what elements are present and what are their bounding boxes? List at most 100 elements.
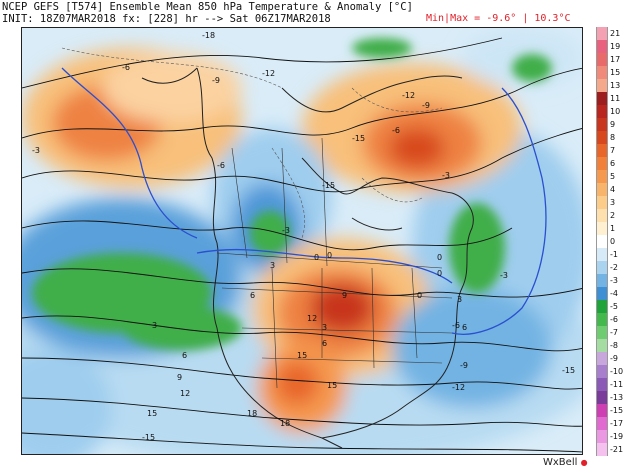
temperature-anomaly-map: -18 -6 -9 -12 -15 -6 -3 0 3 6 9 12 15 18… [21, 27, 583, 455]
colorbar-entry: 8 [596, 131, 630, 144]
colorbar-label: -15 [610, 406, 624, 415]
colorbar-legend: 21 19 17 15 13 11 10 9 8 7 6 5 4 3 2 1 0 -1 -2 -3 -4 -5 -6 -7 -8… [596, 27, 630, 467]
colorbar-label: -6 [610, 315, 618, 324]
colorbar-swatch [596, 183, 608, 196]
wxbell-logo: WxBell ● [543, 457, 588, 468]
logo-dot-icon: ● [580, 458, 588, 467]
colorbar-label: 8 [610, 133, 616, 142]
colorbar-entry: 10 [596, 105, 630, 118]
colorbar-entry: 2 [596, 209, 630, 222]
contour-label: 12 [180, 389, 190, 398]
colorbar-label: 7 [610, 146, 616, 155]
freezing-lines [61, 67, 547, 335]
colorbar-entry: -15 [596, 404, 630, 417]
colorbar-label: 6 [610, 159, 616, 168]
colorbar-label: -17 [610, 419, 624, 428]
colorbar-entry: -13 [596, 391, 630, 404]
contour-label: 6 [462, 323, 467, 332]
colorbar-swatch [596, 365, 608, 378]
colorbar-swatch [596, 92, 608, 105]
colorbar-label: 21 [610, 29, 621, 38]
colorbar-entry: 5 [596, 170, 630, 183]
header: NCEP GEFS [T574] Ensemble Mean 850 hPa T… [0, 0, 630, 26]
colorbar-swatch [596, 378, 608, 391]
colorbar-entry: -8 [596, 339, 630, 352]
colorbar-entry: -7 [596, 326, 630, 339]
colorbar-entry: -11 [596, 378, 630, 391]
contour-label: 3 [152, 321, 157, 330]
colorbar-label: 19 [610, 42, 621, 51]
contour-label: 12 [307, 314, 317, 323]
init-info: INIT: 18Z07MAR2018 fx: [228] hr --> Sat … [2, 13, 331, 25]
colorbar-entry: 19 [596, 40, 630, 53]
colorbar-label: 1 [610, 224, 616, 233]
contour-label: 0 [437, 253, 442, 262]
colorbar-swatch [596, 274, 608, 287]
contour-label: 15 [147, 409, 157, 418]
contour-label: 18 [280, 419, 290, 428]
colorbar-entry: -1 [596, 248, 630, 261]
contour-label: 18 [247, 409, 257, 418]
colorbar-label: 3 [610, 198, 616, 207]
colorbar-entry: 15 [596, 66, 630, 79]
colorbar-entry: 21 [596, 27, 630, 40]
colorbar-swatch [596, 105, 608, 118]
colorbar-entry: 11 [596, 92, 630, 105]
colorbar-swatch [596, 391, 608, 404]
colorbar-label: -4 [610, 289, 618, 298]
colorbar-entry: -2 [596, 261, 630, 274]
colorbar-label: -2 [610, 263, 618, 272]
colorbar-entry: -21 [596, 443, 630, 456]
contour-label: -15 [322, 181, 335, 190]
colorbar-swatch [596, 300, 608, 313]
contour-label: -6 [392, 126, 400, 135]
contour-label: -3 [442, 171, 450, 180]
colorbar-swatch [596, 157, 608, 170]
contour-label: -3 [32, 146, 40, 155]
colorbar-entry: -9 [596, 352, 630, 365]
map-svg: -18 -6 -9 -12 -15 -6 -3 0 3 6 9 12 15 18… [22, 28, 582, 454]
colorbar-swatch [596, 443, 608, 456]
green-cold-anomalies [32, 38, 552, 350]
contour-label: -15 [562, 366, 575, 375]
colorbar-label: 5 [610, 172, 616, 181]
colorbar-label: 2 [610, 211, 616, 220]
colorbar-label: -9 [610, 354, 618, 363]
colorbar-entry: -19 [596, 430, 630, 443]
contour-label: -6 [217, 161, 225, 170]
colorbar-entry: 0 [596, 235, 630, 248]
colorbar-label: -21 [610, 445, 624, 454]
colorbar-entry: 1 [596, 222, 630, 235]
contour-label: -9 [422, 101, 430, 110]
colorbar-label: 10 [610, 107, 621, 116]
contour-label: 0 [327, 251, 332, 260]
colorbar-swatch [596, 66, 608, 79]
colorbar-entry: -10 [596, 365, 630, 378]
contour-label: -15 [142, 433, 155, 442]
colorbar-swatch [596, 430, 608, 443]
contour-label: -6 [452, 321, 460, 330]
colorbar-swatch [596, 53, 608, 66]
colorbar-label: 9 [610, 120, 616, 129]
colorbar-label: -11 [610, 380, 624, 389]
colorbar-entry: 7 [596, 144, 630, 157]
colorbar-label: -5 [610, 302, 618, 311]
colorbar-entry: 3 [596, 196, 630, 209]
contour-label: 3 [322, 323, 327, 332]
contour-label: -12 [262, 69, 275, 78]
contour-label: -3 [500, 271, 508, 280]
colorbar-label: -1 [610, 250, 618, 259]
colorbar-swatch [596, 79, 608, 92]
colorbar-entry: 17 [596, 53, 630, 66]
contour-label: -12 [402, 91, 415, 100]
colorbar-swatch [596, 40, 608, 53]
colorbar-entry: -3 [596, 274, 630, 287]
colorbar-swatch [596, 131, 608, 144]
colorbar-label: -13 [610, 393, 624, 402]
colorbar-swatch [596, 339, 608, 352]
contour-label: 0 [314, 253, 319, 262]
colorbar-swatch [596, 196, 608, 209]
colorbar-entry: 13 [596, 79, 630, 92]
colorbar-swatch [596, 170, 608, 183]
colorbar-swatch [596, 352, 608, 365]
